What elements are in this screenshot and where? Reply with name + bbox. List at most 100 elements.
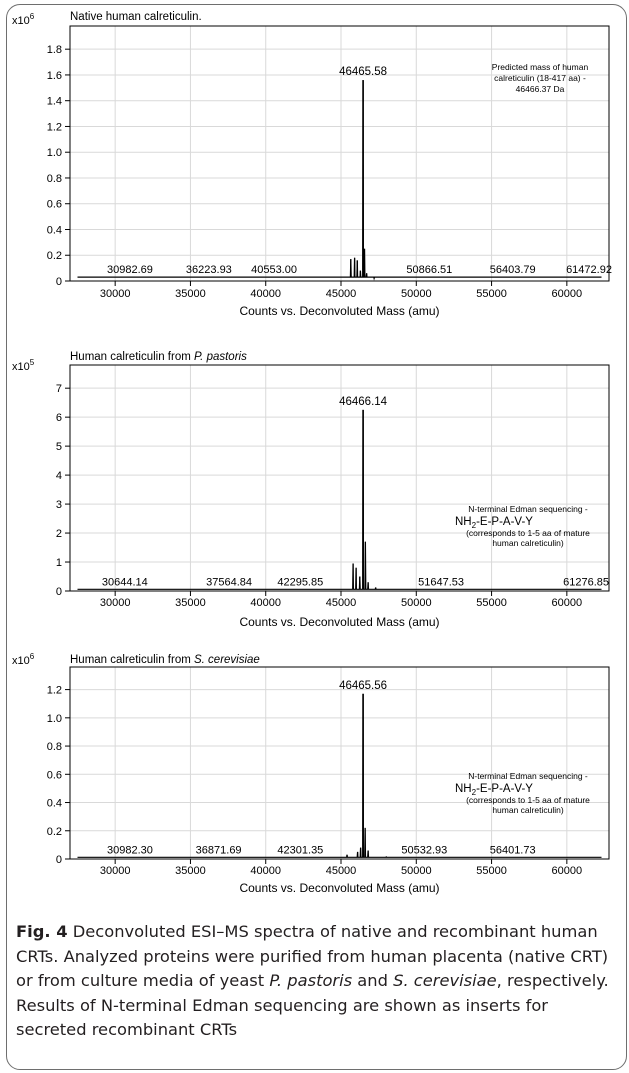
- y-tick-label: 4: [56, 470, 62, 482]
- y-tick-label: 0.8: [47, 173, 62, 185]
- y-tick-label: 0.8: [47, 741, 62, 753]
- y-tick-label: 1.6: [47, 70, 62, 82]
- y-multiplier-base: x10: [12, 15, 30, 27]
- edman-subscript: 2: [472, 521, 477, 530]
- edman-note-1: (corresponds to 1-5 aa of mature: [466, 528, 590, 538]
- x-axis-label: Counts vs. Deconvoluted Mass (amu): [239, 615, 439, 629]
- x-tick-label: 30000: [100, 865, 131, 877]
- x-tick-label: 35000: [175, 865, 206, 877]
- y-tick-label: 6: [56, 412, 62, 424]
- y-tick-label: 2: [56, 528, 62, 540]
- x-tick-label: 55000: [476, 865, 507, 877]
- y-tick-label: 1.4: [47, 96, 62, 108]
- y-multiplier-base: x10: [12, 655, 30, 667]
- chart-title: Human calreticulin from P. pastoris: [70, 351, 247, 363]
- main-peak-label: 46466.14: [339, 396, 388, 408]
- baseline-mass-label: 56401.73: [490, 844, 536, 856]
- y-tick-label: 1.2: [47, 121, 62, 133]
- x-tick-label: 55000: [476, 597, 507, 609]
- y-multiplier: x106: [12, 652, 35, 667]
- caption-species-1: P. pastoris: [269, 971, 353, 990]
- y-tick-label: 1.2: [47, 685, 62, 697]
- main-peak-label: 46465.58: [339, 66, 387, 78]
- x-tick-label: 45000: [326, 597, 357, 609]
- x-tick-label: 45000: [326, 865, 357, 877]
- caption-text-1: Deconvoluted ESI–MS spectra of native an…: [16, 922, 609, 990]
- y-tick-label: 7: [56, 383, 62, 395]
- x-tick-label: 40000: [250, 597, 281, 609]
- y-tick-label: 0.2: [47, 250, 62, 262]
- y-multiplier-exponent: 6: [30, 652, 35, 661]
- y-tick-label: 5: [56, 441, 62, 453]
- edman-sequence: NH2-E-P-A-V-Y: [455, 783, 533, 797]
- y-tick-label: 1.8: [47, 44, 62, 56]
- x-tick-label: 50000: [401, 865, 432, 877]
- edman-subscript: 2: [472, 788, 477, 797]
- baseline-mass-label: 36871.69: [196, 844, 242, 856]
- caption-text-2: and: [352, 971, 394, 990]
- baseline-mass-label: 42295.85: [277, 576, 323, 588]
- edman-residues: -E-P-A-V-Y: [476, 516, 533, 528]
- spectrum-panel-3: Human calreticulin from S. cerevisiae x10…: [12, 652, 610, 895]
- baseline-mass-label: 50532.93: [401, 844, 447, 856]
- figure-label: Fig. 4: [16, 922, 68, 941]
- y-tick-label: 1.0: [47, 147, 62, 159]
- baseline-mass-label: 40553.00: [251, 264, 297, 276]
- baseline-mass-label: 30982.30: [107, 844, 153, 856]
- y-multiplier: x106: [12, 12, 35, 27]
- chart-title: Human calreticulin from S. cerevisiae: [70, 654, 260, 666]
- baseline-mass-label: 30982.69: [107, 264, 153, 276]
- baseline-mass-label: 36223.93: [186, 264, 232, 276]
- spectrum-trace: [77, 80, 602, 281]
- x-tick-label: 60000: [552, 865, 583, 877]
- caption-species-2: S. cerevisiae: [393, 971, 497, 990]
- x-tick-label: 60000: [552, 597, 583, 609]
- figure-charts: Native human calreticulin.x10600.20.40.6…: [12, 11, 612, 895]
- y-multiplier: x105: [12, 358, 35, 373]
- y-tick-label: 1: [56, 557, 62, 569]
- x-tick-label: 35000: [175, 597, 206, 609]
- y-multiplier-exponent: 6: [30, 12, 35, 21]
- chart-title-text: Human calreticulin from: [70, 351, 194, 363]
- chart-title: Native human calreticulin.: [70, 11, 202, 23]
- baseline-mass-label: 61472.92: [566, 264, 612, 276]
- main-peak-label: 46465.56: [339, 680, 387, 692]
- edman-heading: N-terminal Edman sequencing -: [468, 771, 588, 781]
- plot-area: [69, 364, 610, 592]
- baseline-mass-label: 56403.79: [490, 264, 536, 276]
- x-tick-label: 50000: [401, 597, 432, 609]
- edman-note-1: (corresponds to 1-5 aa of mature: [466, 795, 590, 805]
- edman-residues: -E-P-A-V-Y: [476, 783, 533, 795]
- spectrum-panel-2: Human calreticulin from P. pastoris x10 50…: [12, 351, 610, 629]
- edman-nh: NH: [455, 516, 472, 528]
- figure-caption: Fig. 4 Deconvoluted ESI–MS spectra of na…: [16, 920, 616, 1043]
- chart-title-species: S. cerevisiae: [194, 654, 260, 666]
- edman-nh: NH: [455, 783, 472, 795]
- y-tick-label: 1.0: [47, 713, 62, 725]
- figure-frame: [6, 4, 627, 1070]
- x-tick-label: 50000: [401, 288, 432, 300]
- x-axis-label: Counts vs. Deconvoluted Mass (amu): [239, 881, 439, 895]
- predicted-mass-annotation: calreticulin (18-417 aa) -: [494, 73, 586, 83]
- edman-note-2: human calreticulin): [492, 538, 564, 548]
- x-tick-label: 40000: [250, 865, 281, 877]
- chart-title-text: Human calreticulin from: [70, 654, 194, 666]
- y-tick-label: 0.6: [47, 199, 62, 211]
- plot-area: [69, 666, 610, 860]
- y-multiplier-base: x10: [12, 361, 30, 373]
- y-tick-label: 0.6: [47, 769, 62, 781]
- edman-note-2: human calreticulin): [492, 805, 564, 815]
- baseline-mass-label: 42301.35: [277, 844, 323, 856]
- x-tick-label: 40000: [250, 288, 281, 300]
- x-tick-label: 45000: [326, 288, 357, 300]
- y-tick-label: 3: [56, 499, 62, 511]
- y-tick-label: 0: [56, 276, 62, 288]
- spectrum-trace: [77, 693, 602, 858]
- baseline-mass-label: 37564.84: [206, 576, 252, 588]
- y-tick-label: 0.4: [47, 224, 62, 236]
- chart-title-text: Native human calreticulin.: [70, 11, 202, 23]
- baseline-mass-label: 30644.14: [102, 576, 148, 588]
- x-tick-label: 55000: [476, 288, 507, 300]
- plot-area: [69, 25, 610, 282]
- x-axis-label: Counts vs. Deconvoluted Mass (amu): [239, 304, 439, 318]
